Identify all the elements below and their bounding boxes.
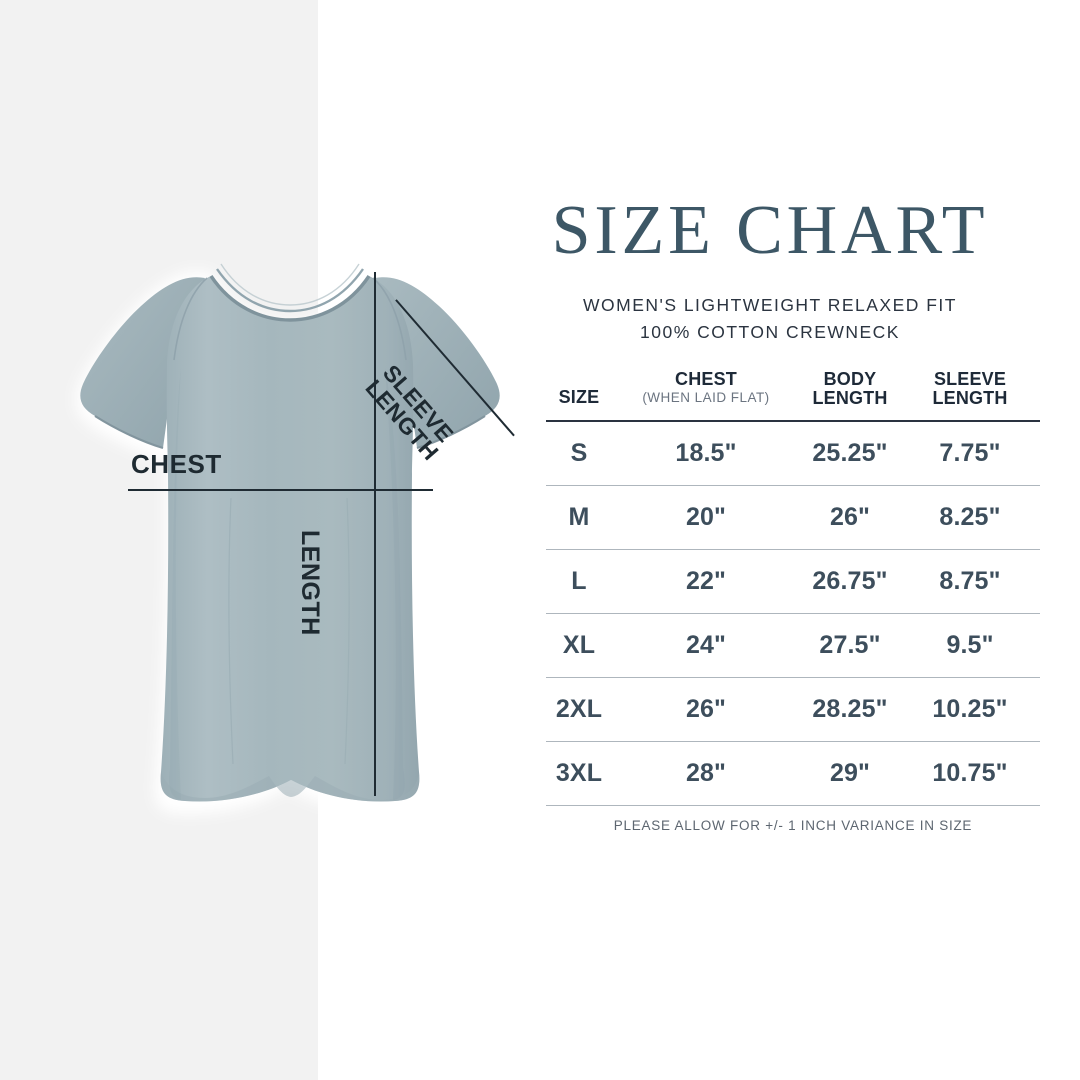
sleeve-length-cell: 8.25" (939, 503, 1001, 531)
sleeve-length-cell: 10.25" (932, 695, 1008, 723)
column-header-chest-sublabel: (WHEN LAID FLAT) (642, 390, 770, 406)
product-image-panel: CHEST LENGTH SLEEVE LENGTH (0, 0, 520, 1080)
body-length-cell: 27.5" (819, 631, 881, 659)
chest-label: CHEST (131, 449, 222, 479)
page-title: SIZE CHART (551, 192, 989, 269)
column-header-sleeve-line2: LENGTH (932, 388, 1008, 409)
size-cell: 2XL (555, 695, 603, 723)
sleeve-length-cell: 10.75" (932, 759, 1008, 787)
chart-content-panel: SIZE CHART WOMEN'S LIGHTWEIGHT RELAXED F… (520, 0, 1080, 1080)
table-header-rule (546, 420, 1040, 422)
column-header-sleeve-length: SLEEVE LENGTH (906, 369, 1034, 409)
column-header-chest-label: CHEST (675, 369, 737, 389)
subtitle-line-1: WOMEN'S LIGHTWEIGHT RELAXED FIT (583, 295, 957, 315)
body-length-cell: 26" (829, 503, 871, 531)
chest-cell: 28" (685, 759, 727, 787)
column-header-sleeve-line1: SLEEVE (933, 369, 1007, 389)
table-header-row: SIZE CHEST (WHEN LAID FLAT) BODY LENGTH … (546, 366, 1040, 418)
sleeve-length-cell: 9.5" (946, 631, 994, 659)
length-label: LENGTH (296, 530, 324, 636)
size-cell: M (568, 503, 590, 531)
size-cell: XL (562, 631, 596, 659)
table-row: 2XL 26" 28.25" 10.25" (546, 678, 1040, 742)
size-cell: S (570, 439, 588, 467)
column-header-body-line2: LENGTH (812, 388, 888, 409)
sleeve-length-cell: 7.75" (939, 439, 1001, 467)
size-cell: L (571, 567, 587, 595)
table-row: M 20" 26" 8.25" (546, 486, 1040, 550)
chest-cell: 18.5" (675, 439, 737, 467)
body-length-cell: 26.75" (812, 567, 888, 595)
chest-cell: 24" (685, 631, 727, 659)
table-body: S 18.5" 25.25" 7.75" M 20" 26" 8.25" L 22" 26.75" 8… (546, 422, 1040, 806)
body-length-cell: 28.25" (812, 695, 888, 723)
table-row: XL 24" 27.5" 9.5" (546, 614, 1040, 678)
subtitle-line-2: 100% COTTON CREWNECK (640, 322, 900, 343)
table-row: 3XL 28" 29" 10.75" (546, 742, 1040, 806)
chest-cell: 20" (685, 503, 727, 531)
table-row: S 18.5" 25.25" 7.75" (546, 422, 1040, 486)
tshirt-illustration (55, 248, 515, 858)
size-chart-table: SIZE CHEST (WHEN LAID FLAT) BODY LENGTH … (546, 366, 1040, 806)
column-header-body-length: BODY LENGTH (798, 369, 902, 409)
size-cell: 3XL (555, 759, 603, 787)
body-length-cell: 25.25" (812, 439, 888, 467)
body-length-cell: 29" (829, 759, 871, 787)
table-row: L 22" 26.75" 8.75" (546, 550, 1040, 614)
variance-footnote: PLEASE ALLOW FOR +/- 1 INCH VARIANCE IN … (613, 818, 973, 833)
sleeve-length-cell: 8.75" (939, 567, 1001, 595)
length-measurement-line (374, 272, 376, 796)
chest-cell: 22" (685, 567, 727, 595)
tshirt-svg (75, 263, 505, 815)
page-subtitle: WOMEN'S LIGHTWEIGHT RELAXED FIT 100% COT… (520, 292, 1020, 346)
column-header-size: SIZE (558, 387, 600, 407)
column-header-body-line1: BODY (823, 369, 877, 389)
chest-measurement-line (128, 489, 433, 491)
chest-cell: 26" (685, 695, 727, 723)
column-header-chest: CHEST (WHEN LAID FLAT) (618, 369, 794, 406)
